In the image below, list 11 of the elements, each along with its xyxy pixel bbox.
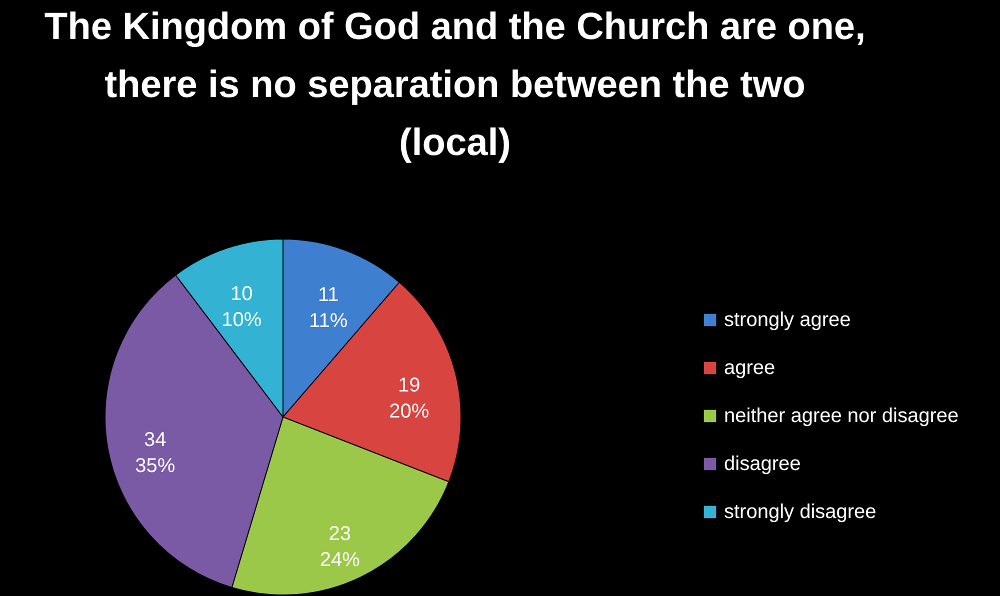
legend-label: agree: [724, 357, 776, 379]
data-label: 10 10%: [222, 282, 262, 331]
chart-title: The Kingdom of God and the Church are one, there is no separation between the two (local): [44, 6, 866, 164]
data-label: 23 24%: [320, 522, 360, 571]
data-label: 34 35%: [135, 429, 176, 478]
legend-label: strongly disagree: [724, 501, 876, 523]
legend-label: disagree: [724, 453, 801, 475]
data-label: 19 20%: [389, 374, 430, 423]
legend-label: strongly agree: [724, 309, 851, 331]
legend-label: neither agree nor disagree: [724, 405, 959, 427]
data-label: 11 11%: [309, 284, 348, 332]
